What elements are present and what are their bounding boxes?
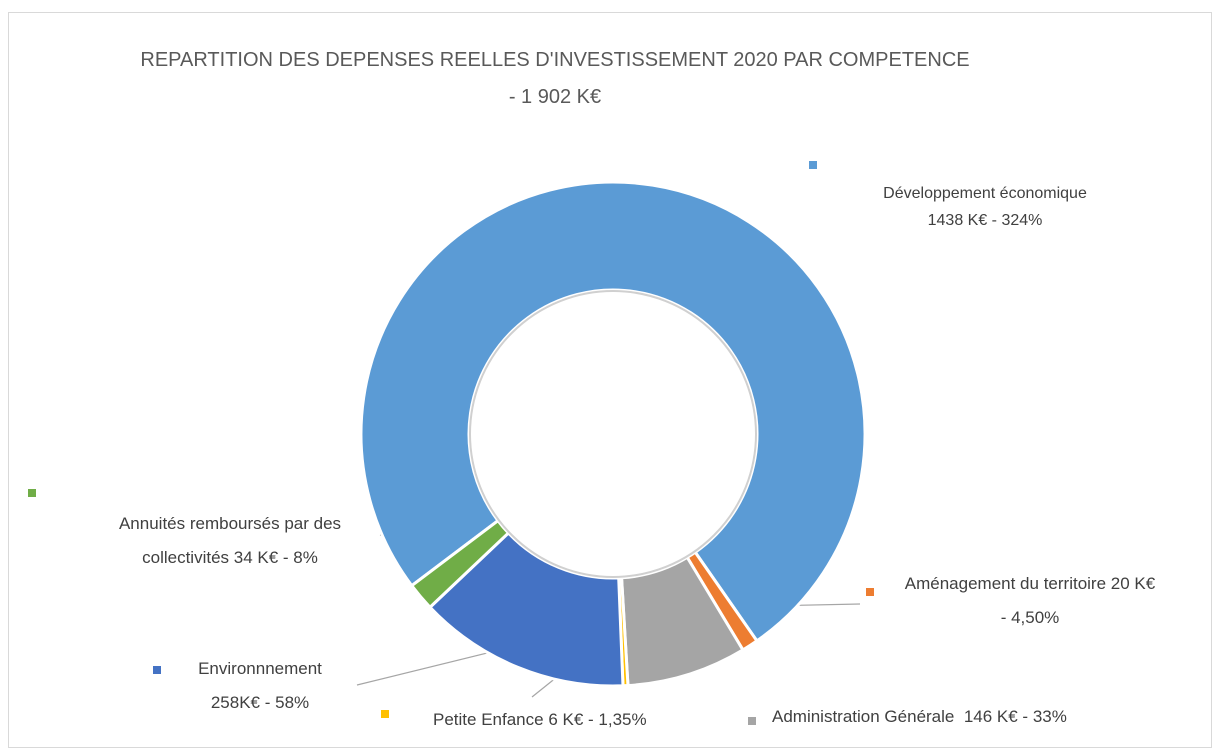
legend-marker bbox=[381, 710, 389, 718]
category-label: Développement économique bbox=[883, 185, 1087, 202]
legend-marker bbox=[809, 161, 817, 169]
chart-title: REPARTITION DES DEPENSES REELLES D'INVES… bbox=[140, 49, 970, 108]
legend-marker bbox=[748, 717, 756, 725]
inner-ring bbox=[469, 290, 757, 578]
value-label: 146 K€ - 33% bbox=[963, 707, 1067, 726]
category-label: Petite Enfance bbox=[433, 710, 544, 729]
value-label: 6 K€ - 1,35% bbox=[548, 710, 647, 729]
slice-label: Aménagement du territoire 20 K€ - 4,50% bbox=[900, 567, 1160, 635]
category-label: Administration Générale bbox=[772, 707, 955, 726]
legend-marker bbox=[866, 588, 874, 596]
slice-label: Développement économique 1438 K€ - 324% bbox=[840, 180, 1130, 234]
chart-frame bbox=[8, 12, 1212, 748]
value-label: 258K€ - 58% bbox=[210, 693, 310, 712]
slice-label: Petite Enfance 6 K€ - 1,35% bbox=[433, 703, 753, 737]
slice-label: Environnnement 258K€ - 58% bbox=[150, 652, 370, 720]
legend-marker bbox=[153, 666, 161, 674]
slice-label: Administration Générale 146 K€ - 33% bbox=[772, 700, 1192, 734]
category-label: Aménagement du territoire bbox=[904, 574, 1107, 593]
value-label: 1438 K€ - 324% bbox=[927, 212, 1043, 229]
category-label: Annuités remboursés par des collectivité… bbox=[118, 514, 342, 567]
value-label: 20 K€ - 4,50% bbox=[1000, 574, 1156, 627]
value-label: 34 K€ - 8% bbox=[233, 548, 318, 567]
category-label: Environnnement bbox=[198, 659, 322, 678]
slice-label: Annuités remboursés par des collectivité… bbox=[80, 507, 380, 575]
legend-marker bbox=[28, 489, 36, 497]
